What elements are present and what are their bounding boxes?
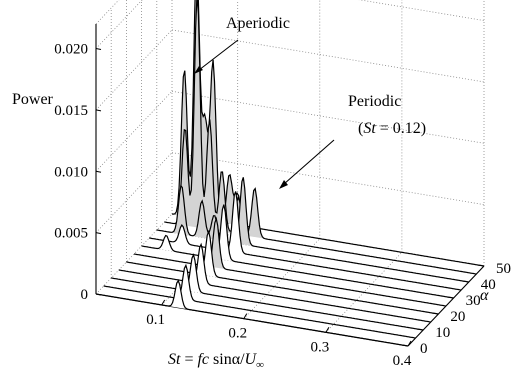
grid-floor-x-0 (161, 224, 238, 306)
annotation-aperiodic-arrow (198, 39, 239, 71)
y-tick-label-5: 50 (496, 261, 511, 277)
trace-line-alpha-0 (95, 279, 409, 347)
x-tick-label-2: 0.3 (311, 339, 330, 355)
z-tick-label-3: 0.015 (54, 103, 88, 119)
z-tick-label-4: 0.020 (54, 42, 88, 58)
y-tick-label-0: 0 (420, 341, 428, 357)
annotation-periodic: Periodic (348, 93, 401, 110)
grid-back-h-4 (358, 0, 485, 21)
grid-side-h-1 (95, 152, 173, 233)
x-tick-mark-1 (243, 313, 248, 319)
z-tick-label-1: 0.005 (54, 226, 88, 242)
axes (95, 24, 485, 347)
x-tick-mark-0 (161, 299, 166, 306)
z-tick-mark-2 (95, 170, 102, 173)
x-axis-label: St = fc sinα/U∞ (168, 351, 264, 371)
x-tick-label-3: 0.4 (393, 353, 412, 369)
z-tick-mark-4 (95, 48, 102, 51)
grid-back-h-2 (171, 90, 485, 144)
trace-line-alpha-25 (133, 216, 447, 307)
trace-line-alpha-10 (111, 253, 424, 331)
grid-floor-x-2 (325, 252, 403, 333)
trace-line-alpha-45 (164, 0, 477, 275)
annotation-aperiodic-arrowhead (194, 66, 203, 74)
spectrum-traces (95, 0, 485, 347)
grid-floor-x-1 (243, 238, 321, 319)
z-axis-label: Power (12, 91, 54, 108)
tick-labels: 0 0.005 0.010 0.015 0.020 0.1 0.2 0.3 0.4 0 102030… (54, 42, 511, 369)
y-tick-label-1: 10 (435, 325, 450, 341)
grid-side-h-5 (95, 0, 120, 25)
x-tick-label-0: 0.1 (146, 312, 165, 328)
annotation-periodic-arrow (283, 139, 335, 185)
x-tick-label-1: 0.2 (228, 326, 247, 342)
y-tick-label-2: 20 (450, 309, 465, 325)
annotation-periodic-arrowhead (279, 180, 288, 189)
x-tick-mark-3 (407, 340, 412, 347)
annotation-aperiodic: Aperiodic (226, 15, 290, 32)
z-tick-mark-1 (95, 232, 102, 235)
z-tick-label-2: 0.010 (54, 164, 88, 180)
trace-fill-alpha-0 (96, 280, 408, 346)
grid-side-h-2 (95, 90, 173, 172)
y-tick-label-3: 30 (466, 293, 481, 309)
grid-side-h-0 (95, 213, 173, 295)
y-axis-label: α (480, 287, 489, 304)
grid-back-h-3 (171, 29, 485, 83)
y-tick-label-4: 40 (481, 277, 496, 293)
x-tick-mark-2 (325, 327, 330, 333)
trace-line-alpha-20 (126, 229, 439, 315)
grid-side-h-3 (95, 29, 173, 111)
z-tick-label-0: 0 (81, 287, 89, 303)
trace-fill-alpha-15 (118, 244, 431, 322)
z-tick-mark-3 (95, 109, 102, 112)
trace-line-alpha-5 (103, 263, 416, 339)
annotation-periodic-st: (St = 0.12) (358, 120, 426, 137)
trace-line-alpha-15 (118, 242, 431, 323)
grid-side-h-4 (95, 0, 143, 49)
